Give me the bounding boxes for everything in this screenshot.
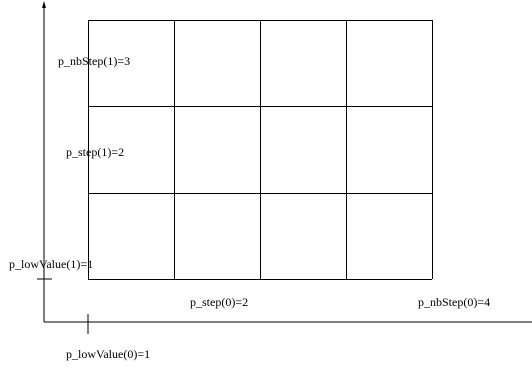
- label-nbstep-1: p_nbStep(1)=3: [58, 54, 131, 68]
- label-lowvalue-0: p_lowValue(0)=1: [66, 347, 151, 361]
- label-step-1: p_step(1)=2: [66, 145, 125, 159]
- grid: [88, 20, 433, 280]
- label-nbstep-0: p_nbStep(0)=4: [418, 295, 491, 309]
- label-lowvalue-1: p_lowValue(1)=1: [9, 257, 94, 271]
- y-axis-arrowhead: [42, 1, 46, 8]
- label-step-0: p_step(0)=2: [190, 295, 249, 309]
